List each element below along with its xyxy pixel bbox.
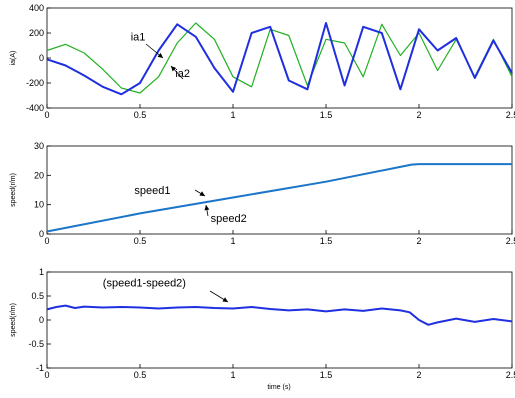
series-line-speed2: [46, 163, 512, 233]
annotation-arrowhead: [204, 205, 210, 211]
axes-frame: [46, 145, 513, 235]
y-axis-label: speed(r/m): [10, 303, 17, 337]
annotation-label: speed2: [211, 213, 247, 225]
y-tick-label: -1: [36, 363, 44, 373]
x-tick-label: 2.5: [506, 110, 515, 120]
x-tick-label: 1.5: [320, 370, 333, 380]
panel-current: ia(A) 0 0.5 1 1.5 2 2.5 400 200 0 -200 -400 ia1 ia2: [10, 3, 515, 120]
x-tick-label: 0.5: [134, 370, 147, 380]
annotation-label: speed1: [134, 185, 170, 197]
x-tick-label: 1: [230, 110, 235, 120]
annotation-arrowhead: [157, 52, 163, 58]
series-line-ia2: [46, 22, 513, 94]
y-axis-label: speed(r/m): [10, 173, 17, 207]
x-tick-label: 1: [230, 236, 235, 246]
series-line-speed1-speed2: [46, 304, 513, 326]
x-tick-label: 0: [44, 110, 49, 120]
x-tick-label: 2.5: [506, 236, 515, 246]
y-axis-label: ia(A): [10, 51, 17, 66]
x-tick-label: 1.5: [320, 236, 333, 246]
annotation-arrowhead: [171, 66, 177, 72]
x-tick-label: 0.5: [134, 236, 147, 246]
x-tick-label: 0: [44, 370, 49, 380]
x-tick-label: 1: [230, 370, 235, 380]
annotation-arrowhead: [222, 297, 228, 302]
series-line-ia1: [46, 22, 513, 96]
x-tick-label: 1.5: [320, 110, 333, 120]
x-tick-label: 2: [416, 110, 421, 120]
y-tick-label: -400: [26, 103, 44, 113]
x-tick-label: 2: [416, 236, 421, 246]
x-tick-label: 2: [416, 370, 421, 380]
y-tick-label: 10: [34, 200, 44, 210]
y-tick-label: 0.5: [31, 291, 44, 301]
y-tick-label: -200: [26, 78, 44, 88]
annotation-arrowhead: [199, 191, 205, 196]
x-tick-label: 0: [44, 236, 49, 246]
y-tick-label: 20: [34, 170, 44, 180]
panel-speed-difference: speed(r/m) time (s) 0 0.5 1 1.5 2 2.5 1 0.5 0 -0.…: [10, 267, 515, 391]
annotation-label: ia1: [131, 32, 146, 44]
series-line-speed1: [46, 163, 512, 233]
y-tick-label: -0.5: [28, 339, 44, 349]
y-tick-label: 30: [34, 141, 44, 151]
y-tick-label: 1: [39, 267, 44, 277]
x-axis-label: time (s): [267, 384, 290, 391]
y-tick-label: 0: [39, 315, 44, 325]
annotation-label: (speed1-speed2): [103, 277, 186, 289]
x-tick-label: 0.5: [134, 110, 147, 120]
y-tick-label: 0: [39, 229, 44, 239]
panel-speed: speed(r/m) 0 0.5 1 1.5 2 2.5 30 20 10 0 speed1 spe…: [10, 141, 515, 246]
y-tick-label: 200: [29, 28, 44, 38]
x-tick-label: 2.5: [506, 370, 515, 380]
annotation-label: ia2: [175, 68, 190, 80]
y-tick-label: 400: [29, 3, 44, 13]
y-tick-label: 0: [39, 53, 44, 63]
